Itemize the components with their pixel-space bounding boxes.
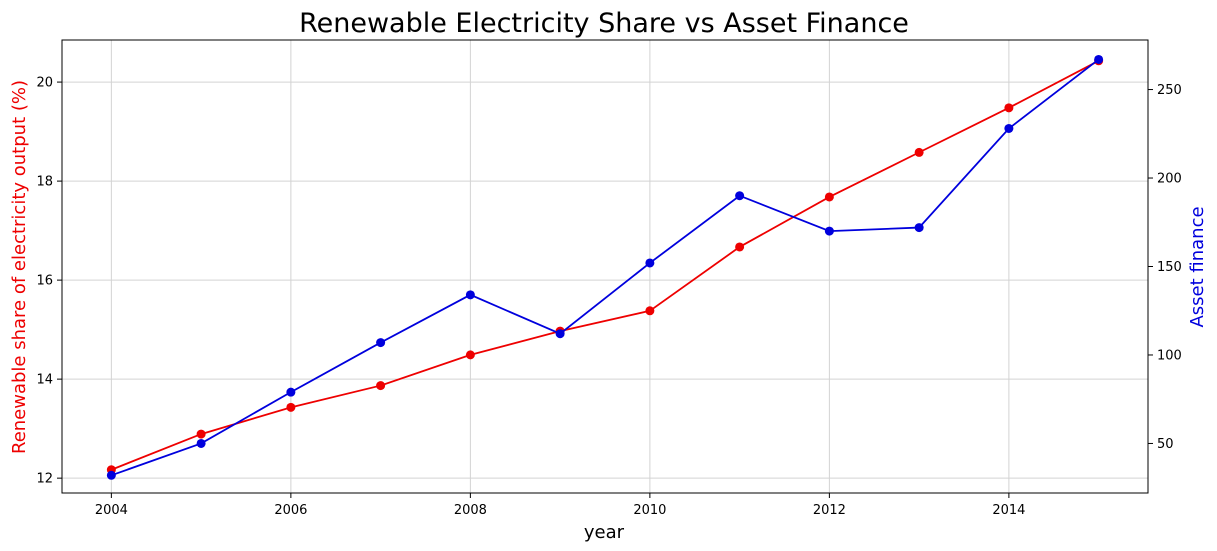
left-y-tick-label: 20 <box>36 76 53 91</box>
series-line-2 <box>111 58 1100 477</box>
series-1-point <box>286 402 296 412</box>
series-2-point <box>555 329 565 339</box>
series-1-point <box>824 192 834 202</box>
series-1-point <box>465 350 475 360</box>
left-y-tick-label: 12 <box>36 472 53 487</box>
x-tick-label: 2004 <box>95 503 128 518</box>
grid <box>62 40 1148 493</box>
series-2-point <box>376 338 386 348</box>
x-tick-label: 2008 <box>454 503 487 518</box>
series-1-point <box>1004 103 1014 113</box>
series-2-point <box>286 387 296 397</box>
series-1-point <box>645 306 655 316</box>
series-2-point <box>914 223 924 233</box>
series-layer <box>106 54 1104 480</box>
left-y-tick-label: 14 <box>36 373 53 388</box>
series-2-point <box>196 438 206 448</box>
right-y-tick-label: 100 <box>1157 348 1182 363</box>
left-y-tick-label: 16 <box>36 274 53 289</box>
chart-title: Renewable Electricity Share vs Asset Fin… <box>299 8 909 39</box>
right-y-tick-label: 50 <box>1157 437 1174 452</box>
x-tick-label: 2006 <box>274 503 307 518</box>
series-2-point <box>824 226 834 236</box>
left-y-tick-label: 18 <box>36 175 53 190</box>
x-tick-label: 2014 <box>992 503 1025 518</box>
series-2-point <box>1004 123 1014 133</box>
series-2-point <box>735 191 745 201</box>
plot-frame <box>61 39 1149 494</box>
series-1-point <box>196 429 206 439</box>
left-axis-title: Renewable share of electricity output (%… <box>9 80 30 454</box>
series-2-point <box>645 258 655 268</box>
x-tick-label: 2012 <box>813 503 846 518</box>
axes: 2004 2006 2008 2010 2012 2014 12 14 16 18 20 50 100 1… <box>36 39 1182 518</box>
series-2-point <box>1094 54 1104 64</box>
series-1-point <box>735 242 745 252</box>
right-y-tick-label: 150 <box>1157 260 1182 275</box>
x-tick-label: 2010 <box>633 503 666 518</box>
series-1-point <box>376 381 386 391</box>
right-y-tick-label: 200 <box>1157 172 1182 187</box>
series-line-1 <box>111 59 1100 471</box>
x-axis-title: year <box>584 522 625 543</box>
series-2-point <box>106 470 116 480</box>
series-2-point <box>465 290 475 300</box>
right-y-tick-label: 250 <box>1157 83 1182 98</box>
right-axis-title: Asset finance <box>1187 206 1208 327</box>
series-1-point <box>914 147 924 157</box>
